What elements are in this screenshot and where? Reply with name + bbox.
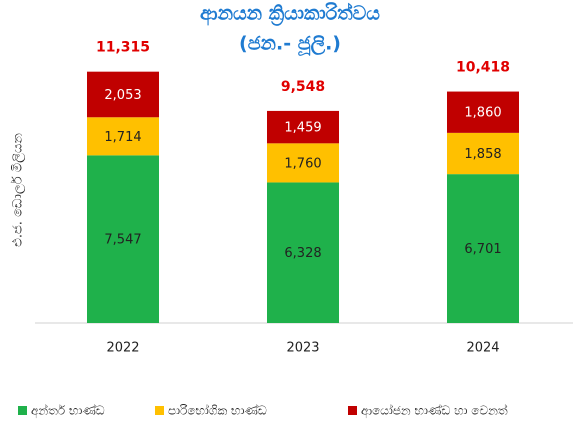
bar-segment	[87, 117, 159, 156]
bar-segment	[87, 155, 159, 323]
data-label: 6,328	[284, 246, 321, 261]
y-axis-label: එ.ජ. ඩොලර් මිලියන	[10, 133, 26, 247]
data-label: 2,053	[104, 88, 141, 103]
bar-segment	[267, 110, 339, 144]
legend-label: ආයෝජන භාණ්ඩ හා වෙනත්	[361, 403, 508, 418]
data-label: 1,860	[464, 106, 501, 121]
data-label: 1,858	[464, 147, 501, 162]
total-label: 11,315	[96, 40, 150, 56]
x-tick-label: 2022	[106, 341, 139, 356]
data-label: 7,547	[104, 233, 141, 248]
legend-swatch	[348, 406, 357, 415]
bar-segment	[267, 143, 339, 183]
chart-title: ආනයන ක්‍රියාකාරිත්වය	[200, 2, 380, 26]
data-label: 6,701	[464, 242, 501, 257]
chart-subtitle: (ජන.- ජූලි.)	[239, 33, 341, 58]
bar-segment	[447, 91, 519, 133]
x-tick-label: 2023	[286, 341, 319, 356]
total-label: 9,548	[281, 79, 325, 95]
bar-segment	[447, 174, 519, 323]
legend-label: පාරිභෝගික භාණ්ඩ	[168, 403, 267, 417]
total-label: 10,418	[456, 60, 510, 76]
x-tick-label: 2024	[466, 341, 499, 356]
bar-segment	[267, 182, 339, 323]
legend-swatch	[18, 406, 27, 415]
bar-segment	[87, 71, 159, 118]
data-label: 1,760	[284, 156, 321, 171]
data-label: 1,459	[284, 121, 321, 136]
legend-swatch	[155, 406, 164, 415]
data-label: 1,714	[104, 130, 141, 145]
bar-segment	[447, 132, 519, 175]
legend-label: අන්තර් භාණ්ඩ	[31, 403, 105, 418]
